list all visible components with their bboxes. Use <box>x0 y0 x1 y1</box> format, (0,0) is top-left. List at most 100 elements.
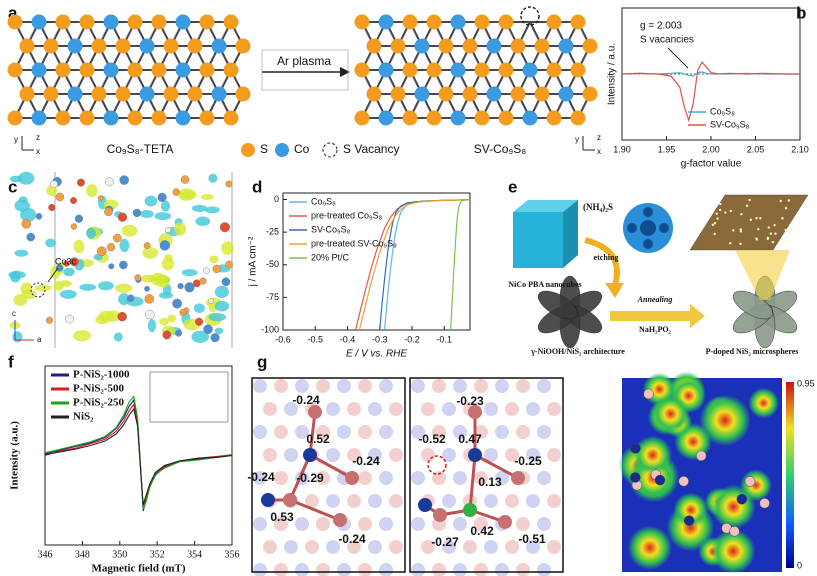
atom <box>184 282 195 293</box>
bg-atom <box>432 563 446 576</box>
annotation: S vacancies <box>640 35 694 46</box>
bg-atom <box>421 448 435 462</box>
atom <box>144 294 155 304</box>
bg-atom <box>316 517 330 531</box>
atom <box>223 14 239 30</box>
bg-atom <box>547 448 561 462</box>
bg-atom <box>326 448 340 462</box>
x-axis-label: E / V vs. RHE <box>346 349 407 360</box>
atom <box>65 314 74 324</box>
atom <box>163 38 179 54</box>
density-blob <box>98 310 115 323</box>
atom <box>103 14 119 30</box>
bg-atom <box>305 494 319 508</box>
charge-label: 0.52 <box>306 432 330 446</box>
sheet-atom <box>787 230 790 234</box>
sheet-atom <box>755 237 758 240</box>
bg-atom <box>537 471 551 485</box>
bg-atom <box>263 402 277 416</box>
vacancy <box>520 6 540 26</box>
atom <box>31 62 47 78</box>
atom <box>630 472 641 483</box>
bg-atom <box>421 402 435 416</box>
colorbar-label: 0 <box>797 560 802 570</box>
bg-atom <box>274 379 288 393</box>
label: Annealing <box>637 295 673 304</box>
legend-label: pre-treated SV-Co₉S₈ <box>311 238 397 248</box>
atom <box>744 476 756 487</box>
density-blob <box>167 314 177 323</box>
axis-letter: c <box>12 309 16 318</box>
bond <box>468 454 477 511</box>
panel-label: b <box>796 3 806 22</box>
bg-atom <box>284 540 298 554</box>
atom <box>7 110 23 126</box>
cage-hole <box>643 207 653 217</box>
density-blob <box>208 313 227 322</box>
atom <box>157 192 167 202</box>
series-line <box>621 61 800 123</box>
atom <box>144 285 150 292</box>
atom <box>187 38 203 54</box>
atom <box>390 86 406 102</box>
atom <box>235 38 251 54</box>
atom <box>127 14 143 30</box>
bg-atom <box>474 379 488 393</box>
bg-atom <box>505 494 519 508</box>
sheet-atom <box>724 211 727 214</box>
atom <box>45 316 54 324</box>
atom <box>177 283 184 290</box>
atom <box>96 246 107 256</box>
density-blob <box>651 395 690 433</box>
atom <box>558 38 574 54</box>
atom <box>117 212 128 222</box>
arrow-label: Ar plasma <box>277 54 331 68</box>
atom <box>511 471 525 485</box>
sheet-atom <box>787 199 791 202</box>
legend-label: P-NiS₂-1000 <box>73 369 130 381</box>
density-blob <box>8 271 26 279</box>
density-blob <box>191 204 208 213</box>
atom <box>175 62 191 78</box>
atom <box>91 38 107 54</box>
atom <box>534 86 550 102</box>
atom <box>79 110 95 126</box>
legend-swatch <box>241 143 255 157</box>
density-blob <box>161 257 175 271</box>
sheet-atom <box>748 198 751 202</box>
bg-atom <box>526 540 540 554</box>
bg-atom <box>516 517 530 531</box>
legend-label: P-NiS₂-500 <box>73 383 124 395</box>
bg-atom <box>295 425 309 439</box>
atom <box>223 110 239 126</box>
density-blob <box>121 224 138 237</box>
bg-atom <box>389 494 403 508</box>
bg-atom <box>326 540 340 554</box>
bg-atom <box>547 402 561 416</box>
atom <box>378 110 394 126</box>
legend-label: Co₉S₈ <box>710 106 735 116</box>
atom <box>390 38 406 54</box>
atom <box>43 38 59 54</box>
atom <box>211 86 227 102</box>
atom <box>180 175 190 184</box>
sheet-atom <box>766 237 770 241</box>
atom <box>106 243 116 252</box>
charge-label: -0.24 <box>352 454 380 468</box>
x-tick-label: 2.00 <box>702 144 720 154</box>
density-blob <box>114 283 133 293</box>
density-blob <box>142 246 159 259</box>
x-tick-label: 2.10 <box>791 144 809 154</box>
atom <box>151 62 167 78</box>
atom <box>175 329 182 337</box>
series-line <box>450 199 471 331</box>
atom <box>219 222 230 233</box>
bg-atom <box>495 471 509 485</box>
bg-atom <box>326 494 340 508</box>
atom <box>79 62 95 78</box>
atom <box>438 38 454 54</box>
bg-atom <box>253 425 267 439</box>
atom <box>203 267 210 275</box>
density-blob <box>711 484 756 530</box>
bond <box>308 411 317 456</box>
